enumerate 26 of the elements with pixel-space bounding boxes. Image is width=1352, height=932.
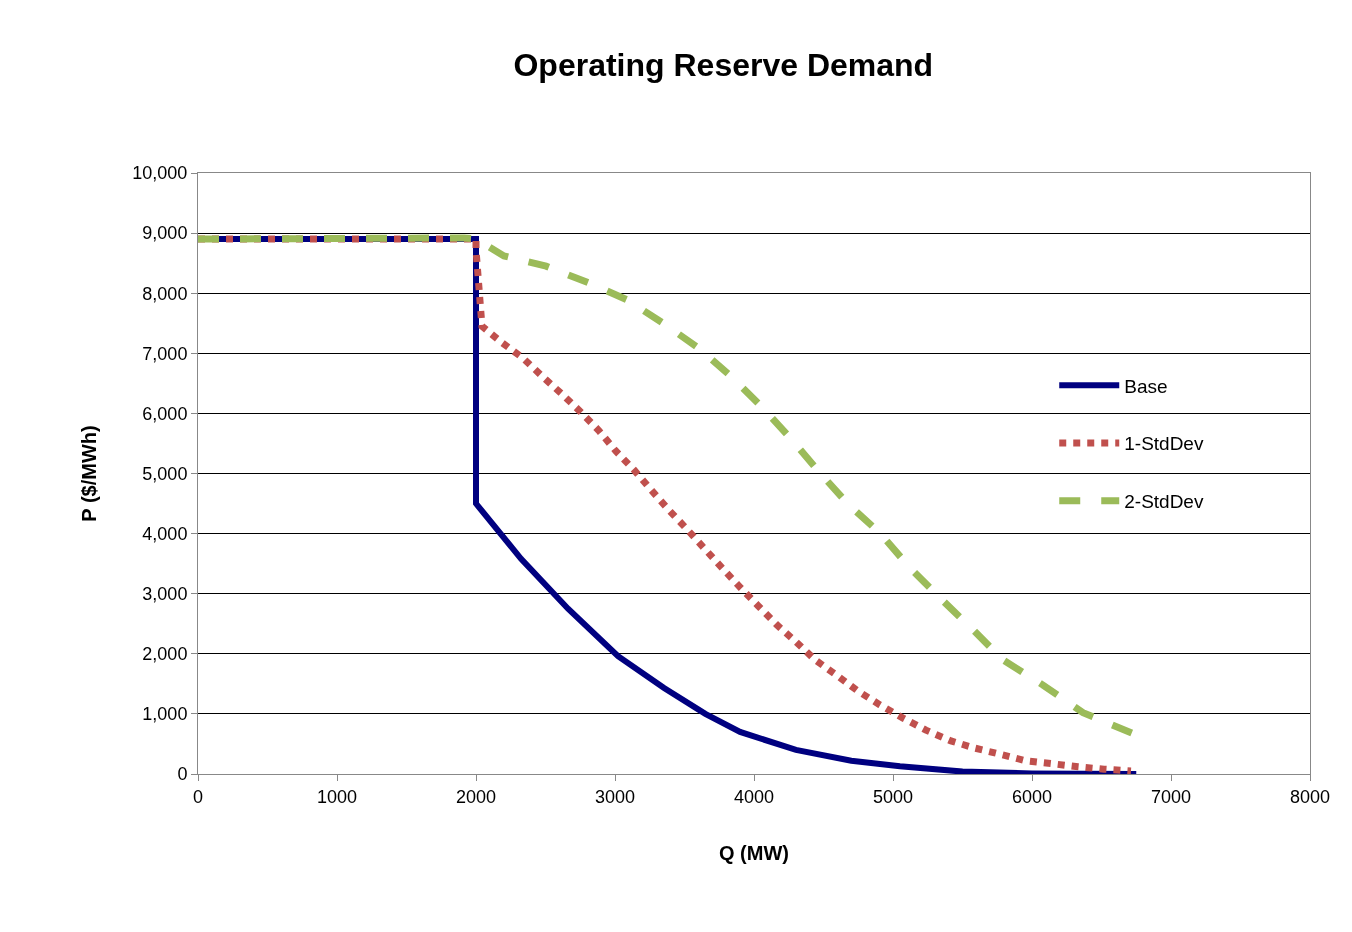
x-axis-title: Q (MW) (719, 842, 789, 865)
y-tick-label: 10,000 (132, 163, 188, 184)
y-tick-label: 1,000 (142, 704, 188, 725)
y-tick-label: 4,000 (142, 523, 188, 544)
x-tick-label: 3000 (594, 786, 636, 807)
y-tick-label: 3,000 (142, 584, 188, 604)
y-tick-label: 7,000 (142, 343, 188, 364)
y-tick-label: 6,000 (142, 403, 188, 424)
legend-label: 1-StdDev (1124, 433, 1204, 455)
x-tick-label: 0 (192, 786, 204, 807)
legend-label: Base (1124, 375, 1168, 397)
y-tick-label: 2,000 (142, 644, 188, 665)
y-tick-label: 0 (177, 764, 188, 785)
y-tick-label: 5,000 (142, 463, 188, 484)
x-tick-label: 2000 (455, 786, 497, 807)
x-tick-label: 1000 (316, 786, 358, 807)
chart-title: Operating Reserve Demand (513, 47, 934, 84)
y-axis-title: P ($/MWh) (77, 425, 100, 522)
x-tick-label: 6000 (1011, 786, 1053, 807)
y-tick-label: 9,000 (142, 223, 188, 244)
x-tick-label: 8000 (1289, 786, 1331, 807)
legend-label: 2-StdDev (1124, 491, 1204, 513)
x-tick-label: 5000 (872, 786, 914, 807)
y-tick-label: 8,000 (142, 283, 188, 304)
x-tick-label: 4000 (733, 786, 775, 807)
x-tick-label: 7000 (1150, 786, 1192, 807)
